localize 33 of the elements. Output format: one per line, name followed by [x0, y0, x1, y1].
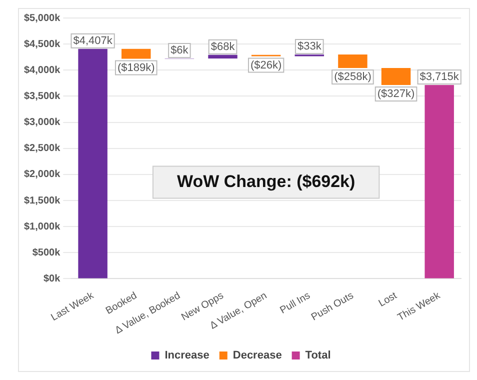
- y-tick-label: $500k: [32, 247, 61, 258]
- data-label: $68k: [210, 40, 236, 53]
- y-tick-label: $3,000k: [24, 117, 61, 128]
- y-tick-label: $1,000k: [24, 221, 61, 232]
- annotation: WoW Change: ($692k): [176, 172, 356, 191]
- x-tick-label: Pull Ins: [278, 290, 312, 316]
- bar: [381, 68, 411, 86]
- legend-label: Total: [305, 350, 331, 362]
- data-label: ($26k): [250, 59, 282, 72]
- x-tick-label: Push Outs: [310, 290, 356, 324]
- y-tick-label: $3,500k: [24, 90, 61, 102]
- bar: [78, 48, 108, 278]
- y-tick-label: $4,500k: [24, 38, 61, 50]
- y-tick-label: $5,000k: [24, 12, 61, 24]
- data-label: $4,407k: [73, 34, 113, 47]
- x-tick-label: Last Week: [49, 290, 97, 324]
- y-tick-label: $0k: [43, 273, 61, 284]
- data-label: ($327k): [377, 88, 415, 100]
- bar: [424, 85, 454, 278]
- y-tick-label: $1,500k: [24, 195, 61, 206]
- data-label: $3,715k: [420, 71, 460, 84]
- y-tick-label: $4,000k: [24, 64, 61, 76]
- legend-label: Increase: [164, 350, 210, 362]
- bar: [122, 48, 151, 59]
- data-label: $33k: [297, 40, 322, 53]
- bar: [208, 54, 238, 58]
- legend-label: Decrease: [232, 350, 282, 362]
- y-tick-label: $2,000k: [24, 169, 61, 180]
- data-label: ($258k): [334, 71, 372, 84]
- data-label: $6k: [170, 44, 189, 56]
- bar: [338, 54, 368, 68]
- data-label: ($189k): [117, 62, 155, 74]
- y-tick-label: $2,500k: [24, 143, 61, 154]
